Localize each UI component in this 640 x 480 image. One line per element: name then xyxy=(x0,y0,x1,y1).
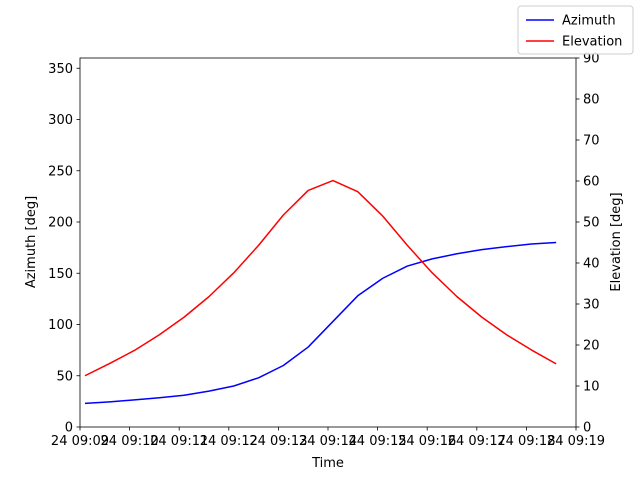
legend: Azimuth Elevation xyxy=(517,5,634,55)
y-right-tick-label: 20 xyxy=(583,339,600,354)
y-axis-right-label: Elevation [deg] xyxy=(609,192,624,291)
y-axis-right: 0 10 20 30 40 50 60 70 80 90 xyxy=(576,52,600,436)
x-tick-label: 24 09:13 xyxy=(249,434,307,449)
y-left-tick-label: 200 xyxy=(48,216,73,231)
series-line-azimuth xyxy=(84,241,557,405)
y-left-tick-label: 50 xyxy=(56,369,73,384)
plot-area xyxy=(79,57,577,428)
y-right-tick-label: 70 xyxy=(583,134,600,149)
y-left-tick-label: 300 xyxy=(48,113,73,128)
x-axis-label: Time xyxy=(311,456,344,471)
y-axis-left: 0 50 100 150 200 250 300 350 xyxy=(48,62,80,436)
x-tick-label: 24 09:10 xyxy=(101,434,159,449)
y-right-tick-label: 80 xyxy=(583,93,600,108)
x-tick-label: 24 09:14 xyxy=(299,434,357,449)
x-tick-label: 24 09:12 xyxy=(200,434,258,449)
plot-frame xyxy=(79,57,577,428)
x-tick-label: 24 09:15 xyxy=(349,434,407,449)
y-right-tick-label: 40 xyxy=(583,257,600,272)
x-tick-label: 24 09:11 xyxy=(150,434,208,449)
x-tick-label: 24 09:09 xyxy=(51,434,109,449)
y-right-tick-label: 0 xyxy=(583,421,591,436)
y-right-tick-label: 50 xyxy=(583,216,600,231)
x-tick-label: 24 09:19 xyxy=(547,434,605,449)
y-left-tick-label: 150 xyxy=(48,267,73,282)
x-tick-label: 24 09:18 xyxy=(497,434,555,449)
y-left-tick-label: 100 xyxy=(48,318,73,333)
y-left-tick-label: 350 xyxy=(48,62,73,77)
y-right-tick-label: 30 xyxy=(583,298,600,313)
series-line-elevation xyxy=(84,179,557,377)
y-left-tick-label: 0 xyxy=(65,421,73,436)
legend-label-azimuth: Azimuth xyxy=(562,14,616,29)
y-right-tick-label: 90 xyxy=(583,52,600,67)
legend-box xyxy=(517,5,634,55)
x-tick-label: 24 09:16 xyxy=(398,434,456,449)
y-right-tick-label: 60 xyxy=(583,175,600,190)
y-right-tick-label: 10 xyxy=(583,380,600,395)
y-left-tick-label: 250 xyxy=(48,164,73,179)
x-tick-label: 24 09:17 xyxy=(448,434,506,449)
legend-label-elevation: Elevation xyxy=(562,35,622,50)
y-axis-left-label: Azimuth [deg] xyxy=(24,196,39,288)
